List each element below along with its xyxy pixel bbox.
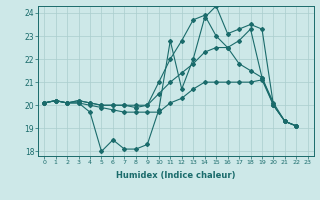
X-axis label: Humidex (Indice chaleur): Humidex (Indice chaleur) (116, 171, 236, 180)
